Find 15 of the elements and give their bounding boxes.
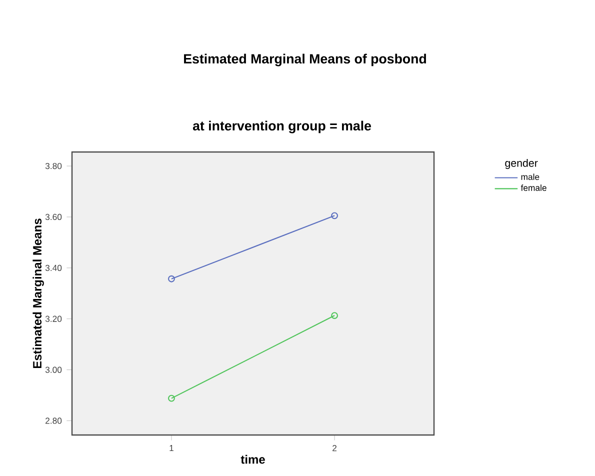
chart-title: Estimated Marginal Means of posbond	[184, 54, 426, 66]
legend-label: male	[521, 174, 540, 180]
legend-label: female	[520, 184, 546, 191]
x-tick-label: 2	[332, 445, 336, 452]
y-tick-label: 3.00	[45, 366, 62, 373]
y-tick-label: 3.80	[45, 162, 62, 170]
x-axis-title: time	[240, 454, 265, 464]
legend-title: gender	[505, 159, 538, 169]
chart-subtitle: at intervention group = male	[192, 120, 372, 134]
y-tick-label: 3.60	[45, 214, 62, 220]
y-tick-label: 3.40	[45, 264, 62, 271]
x-tick-label: 1	[170, 445, 174, 452]
y-axis-title: Estimated Marginal Means	[32, 218, 44, 368]
y-tick-label: 3.20	[45, 316, 62, 322]
y-tick-label: 2.80	[46, 418, 62, 424]
